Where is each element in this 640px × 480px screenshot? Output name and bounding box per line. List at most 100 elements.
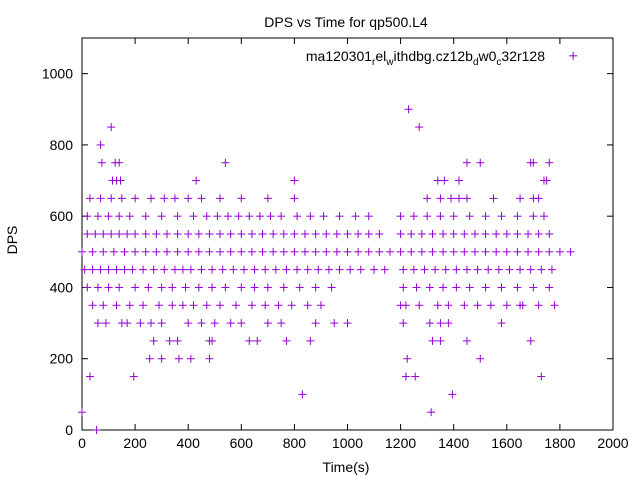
data-point (160, 194, 169, 203)
data-point (335, 265, 344, 274)
legend-text-part: ma120301 (306, 48, 372, 64)
data-point (343, 319, 352, 328)
data-point (425, 283, 434, 292)
data-point (168, 301, 177, 310)
data-point (162, 247, 171, 256)
data-point (125, 212, 134, 221)
data-point (449, 247, 458, 256)
data-point (401, 301, 410, 310)
data-point (497, 319, 506, 328)
data-point (237, 230, 246, 238)
data-point (120, 247, 129, 256)
legend-subscript: w (385, 57, 394, 68)
x-tick-label: 1000 (332, 435, 363, 451)
data-point (92, 426, 101, 434)
data-point (131, 283, 140, 292)
data-point (293, 212, 302, 221)
data-point (250, 265, 259, 274)
data-point (78, 247, 86, 256)
data-point (115, 230, 124, 238)
data-point (247, 230, 256, 238)
data-point (186, 354, 195, 363)
data-point (431, 265, 440, 274)
data-point (218, 265, 227, 274)
data-point (427, 408, 436, 417)
data-point (314, 265, 323, 274)
data-point (529, 212, 538, 221)
data-point (319, 212, 328, 221)
data-point (447, 194, 456, 203)
data-point (91, 230, 100, 238)
data-point (476, 158, 485, 167)
data-point (141, 230, 150, 238)
x-tick-label: 400 (177, 435, 201, 451)
data-point (173, 336, 182, 345)
data-point (444, 319, 453, 328)
data-point (245, 336, 254, 345)
data-point (324, 265, 333, 274)
data-point (147, 194, 156, 203)
data-point (494, 265, 503, 274)
data-point (221, 158, 230, 167)
data-point (101, 319, 110, 328)
x-tick-label: 200 (123, 435, 147, 451)
data-point (351, 212, 360, 221)
data-point (221, 283, 230, 292)
data-point (420, 265, 429, 274)
data-point (282, 265, 291, 274)
data-point (107, 123, 116, 132)
data-point (375, 247, 384, 256)
data-point (197, 194, 206, 203)
data-point (460, 230, 469, 238)
data-point (513, 283, 522, 292)
data-point (497, 212, 506, 221)
data-point (168, 283, 177, 292)
data-point (396, 212, 405, 221)
data-point (460, 247, 469, 256)
data-point (157, 212, 166, 221)
data-point (78, 408, 86, 417)
data-point (473, 301, 482, 310)
x-tick-label: 1600 (491, 435, 522, 451)
data-point (139, 301, 148, 310)
data-point (255, 212, 264, 221)
data-point (290, 194, 299, 203)
data-point (290, 247, 299, 256)
data-point (247, 301, 256, 310)
data-point (261, 301, 270, 310)
data-point (316, 301, 325, 310)
data-point (537, 372, 546, 381)
data-point (93, 319, 102, 328)
data-point (194, 247, 203, 256)
data-point (364, 230, 373, 238)
data-point (524, 230, 533, 238)
data-point (545, 230, 554, 238)
legend-subscript: c (496, 57, 501, 68)
data-point (534, 247, 543, 256)
data-point (481, 230, 490, 238)
data-point (253, 336, 262, 345)
data-point (436, 194, 445, 203)
chart-title: DPS vs Time for qp500.L4 (264, 14, 428, 30)
data-point (279, 230, 288, 238)
data-point (226, 230, 235, 238)
data-point (411, 372, 420, 381)
data-point (205, 354, 214, 363)
data-point (83, 283, 92, 292)
data-point (184, 230, 193, 238)
data-point (184, 194, 193, 203)
data-point (542, 176, 551, 185)
data-point (295, 283, 304, 292)
data-point (149, 265, 158, 274)
data-point (436, 319, 445, 328)
data-point (415, 301, 424, 310)
data-point (170, 194, 179, 203)
data-point (208, 265, 217, 274)
data-point (144, 283, 153, 292)
data-point (428, 336, 437, 345)
data-point (141, 212, 150, 221)
legend-label: ma120301relwithdbg.cz12bdw0c32r128 (306, 48, 545, 68)
data-point (545, 247, 554, 256)
data-point (423, 212, 432, 221)
data-point (465, 283, 474, 292)
